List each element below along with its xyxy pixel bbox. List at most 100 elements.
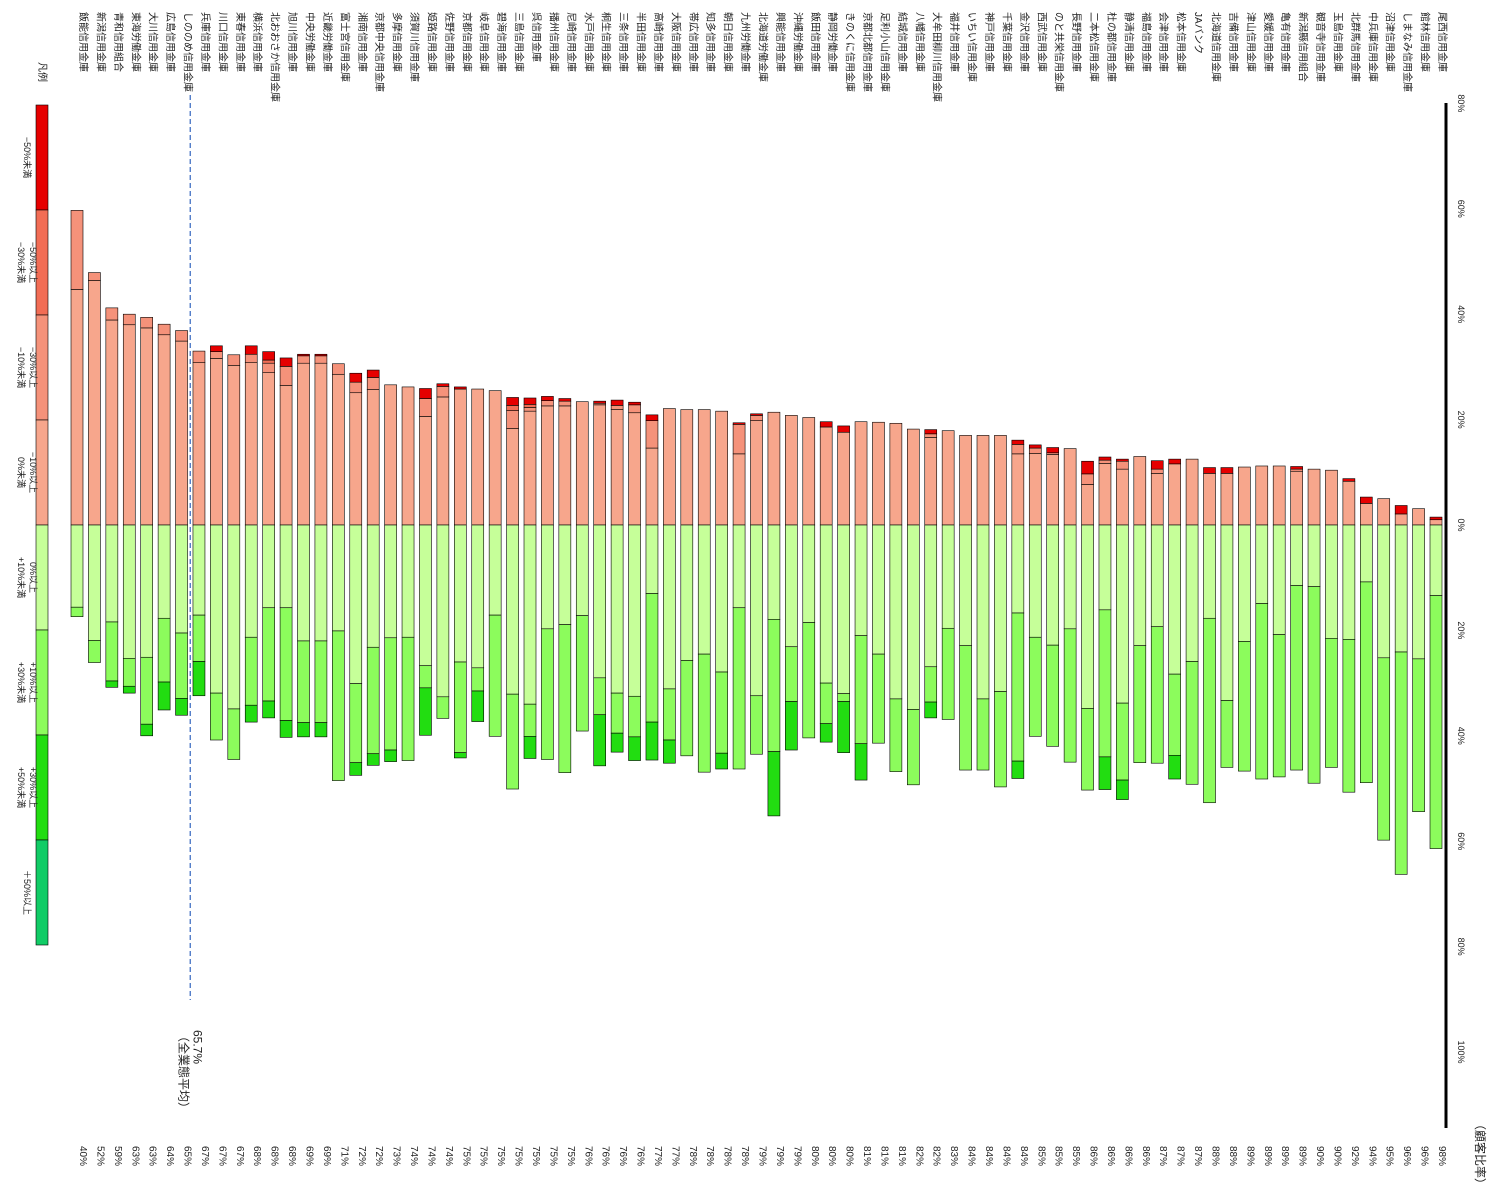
legend-label: ＋50%以上 (22, 870, 32, 915)
bar-segment (976, 435, 990, 526)
bar-segment (941, 430, 955, 526)
bar-segment (297, 524, 310, 642)
bar-segment (1098, 524, 1112, 611)
category-label: 観音寺信用金庫 (1314, 12, 1327, 82)
bar-segment (645, 414, 659, 421)
category-label: 近畿労働金庫 (321, 12, 334, 72)
category-label: 北海道信用金庫 (1210, 12, 1223, 82)
axis-tick-label: 60% (1456, 832, 1466, 850)
category-label: 川口信用金庫 (216, 12, 229, 72)
ratio-label: 76% (617, 1146, 628, 1166)
bar-segment (593, 714, 606, 767)
bar-segment (1203, 473, 1216, 526)
bar-segment (767, 619, 781, 752)
bar-segment (1133, 456, 1147, 526)
bar-segment (366, 524, 380, 648)
ratio-labels: 40% 52% 59% 63% 63% 64% 65% 67% 67% 67% 68% 68% 68% 6… (77, 1146, 1447, 1166)
bar-segment (70, 210, 84, 290)
ratio-label: 74% (408, 1146, 419, 1166)
bar-segment (366, 369, 380, 378)
ratio-label: 98% (1436, 1146, 1447, 1166)
category-label: 中兵庫信用金庫 (1366, 12, 1379, 82)
bar-segment (210, 358, 223, 526)
bar-segment (610, 524, 624, 694)
bar-segment (262, 359, 275, 364)
bar-segment (332, 524, 345, 632)
bar-segment (1150, 460, 1164, 470)
bar-segment (1429, 519, 1443, 526)
bar-segment (1255, 603, 1269, 780)
category-label: 西武信用金庫 (1035, 12, 1048, 72)
bar-segment (384, 749, 397, 762)
bar-segment (227, 365, 241, 526)
bar-segment (1081, 473, 1094, 485)
bar-segment (157, 681, 171, 711)
category-label: 新潟信用金庫 (94, 12, 107, 72)
axis-tick-label: 40% (1456, 305, 1466, 323)
category-label: 新潟縣信用組合 (1297, 12, 1310, 82)
bar-segment (1150, 626, 1164, 764)
bar-segment (384, 384, 397, 526)
ratio-label: 85% (1053, 1146, 1064, 1166)
bar-segment (210, 351, 223, 359)
category-label: 播州信用金庫 (547, 12, 560, 72)
bar-segment (157, 617, 171, 683)
ratio-label: 92% (1349, 1146, 1360, 1166)
category-label: 東春信用金庫 (234, 12, 247, 72)
axis-tick-label: 20% (1456, 621, 1466, 639)
category-label: 広島信用金庫 (164, 12, 177, 72)
bar-segment (663, 739, 676, 764)
bar-segment (1185, 524, 1199, 662)
category-label: 水戸信用金庫 (582, 12, 595, 72)
bar-segment (349, 372, 363, 383)
bar-segment (70, 606, 84, 617)
legend-label: −30%未満 (16, 242, 27, 283)
bar-segment (924, 433, 938, 438)
ratio-label: 69% (304, 1146, 315, 1166)
bar-segment (610, 732, 624, 753)
bar-segment (1185, 661, 1199, 785)
bar-segment (419, 388, 432, 399)
bar-segment (1377, 498, 1391, 526)
bar-segment (1290, 524, 1303, 586)
bar-segment (140, 656, 153, 725)
bar-segment (1290, 466, 1303, 470)
bar-segment (715, 524, 728, 673)
bar-segment (1290, 585, 1303, 771)
bar-segment (1185, 458, 1199, 526)
bar-segment (279, 357, 293, 367)
category-labels: 飯能信用金庫 新潟信用金庫 青和信用組合 東海労働金庫 大川信用金庫 広島信用金庫 しののめ… (77, 12, 1449, 102)
bar-segment (610, 692, 624, 734)
bar-segment (175, 330, 188, 342)
ratio-label: 83% (948, 1146, 959, 1166)
ratio-label: 82% (931, 1146, 942, 1166)
bar-segment (349, 683, 363, 763)
bar-segment (628, 412, 641, 526)
bar-segment (558, 624, 572, 773)
category-label: 東海労働金庫 (129, 12, 142, 72)
bar-segment (506, 428, 519, 526)
axis-tick-label: 20% (1456, 411, 1466, 429)
bar-segment (88, 280, 101, 526)
bar-segment (767, 751, 781, 817)
bar-segment (697, 653, 711, 773)
bar-segment (523, 524, 537, 705)
bar-segment (924, 666, 938, 703)
category-label: 愛媛信用金庫 (1262, 12, 1275, 72)
bar-segment (1046, 447, 1059, 454)
bar-segment (959, 435, 972, 526)
ratio-label: 75% (565, 1146, 576, 1166)
ratio-label: 85% (1035, 1146, 1046, 1166)
bar-segment (1063, 628, 1077, 763)
category-label: 金沢信用金庫 (1018, 12, 1031, 72)
bar-segment (628, 695, 641, 738)
bar-segment (575, 401, 589, 526)
bar-segment (1168, 524, 1181, 675)
bar-segment (279, 366, 293, 386)
bar-segment (314, 524, 328, 642)
category-label: 千葉信用金庫 (1000, 12, 1013, 72)
bar-segment (1342, 480, 1356, 526)
ratio-label: 86% (1140, 1146, 1151, 1166)
bar-segment (1028, 444, 1042, 449)
bar-segment (279, 524, 293, 609)
